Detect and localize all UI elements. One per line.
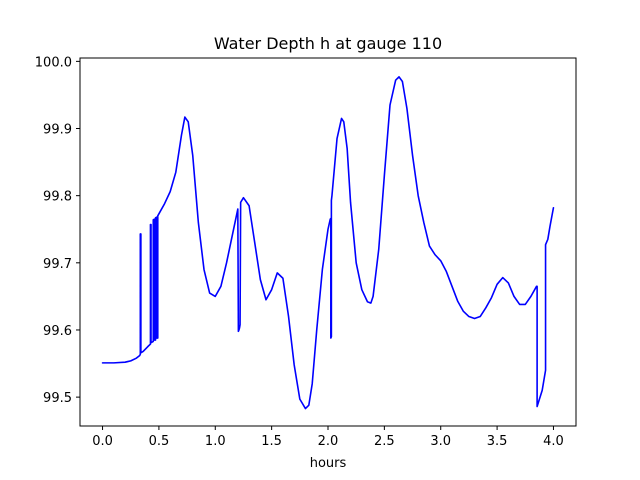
series-layer	[101, 76, 555, 410]
x-tick-label: 1.0	[205, 434, 226, 449]
x-axis: 0.0 0.5 1.0 1.5 2.0 2.5 3.0 3.5 4.0	[92, 426, 564, 449]
series-line	[101, 76, 555, 410]
chart-title: Water Depth h at gauge 110	[214, 34, 442, 53]
x-tick-label: 0.5	[149, 434, 170, 449]
x-tick-label: 2.0	[318, 434, 339, 449]
y-tick-label: 99.9	[43, 123, 72, 138]
y-axis: 99.5 99.6 99.7 99.8 99.9 100.0	[35, 55, 80, 406]
x-tick-label: 3.0	[430, 434, 451, 449]
y-tick-label: 99.8	[43, 190, 72, 205]
x-tick-label: 4.0	[543, 434, 564, 449]
x-tick-label: 0.0	[92, 434, 113, 449]
y-tick-label: 99.7	[43, 257, 72, 272]
x-tick-label: 2.5	[374, 434, 395, 449]
x-axis-label: hours	[310, 456, 347, 471]
y-tick-label: 100.0	[35, 55, 72, 70]
y-tick-label: 99.5	[43, 391, 72, 406]
y-tick-label: 99.6	[43, 324, 72, 339]
x-tick-label: 1.5	[261, 434, 282, 449]
x-tick-label: 3.5	[487, 434, 508, 449]
